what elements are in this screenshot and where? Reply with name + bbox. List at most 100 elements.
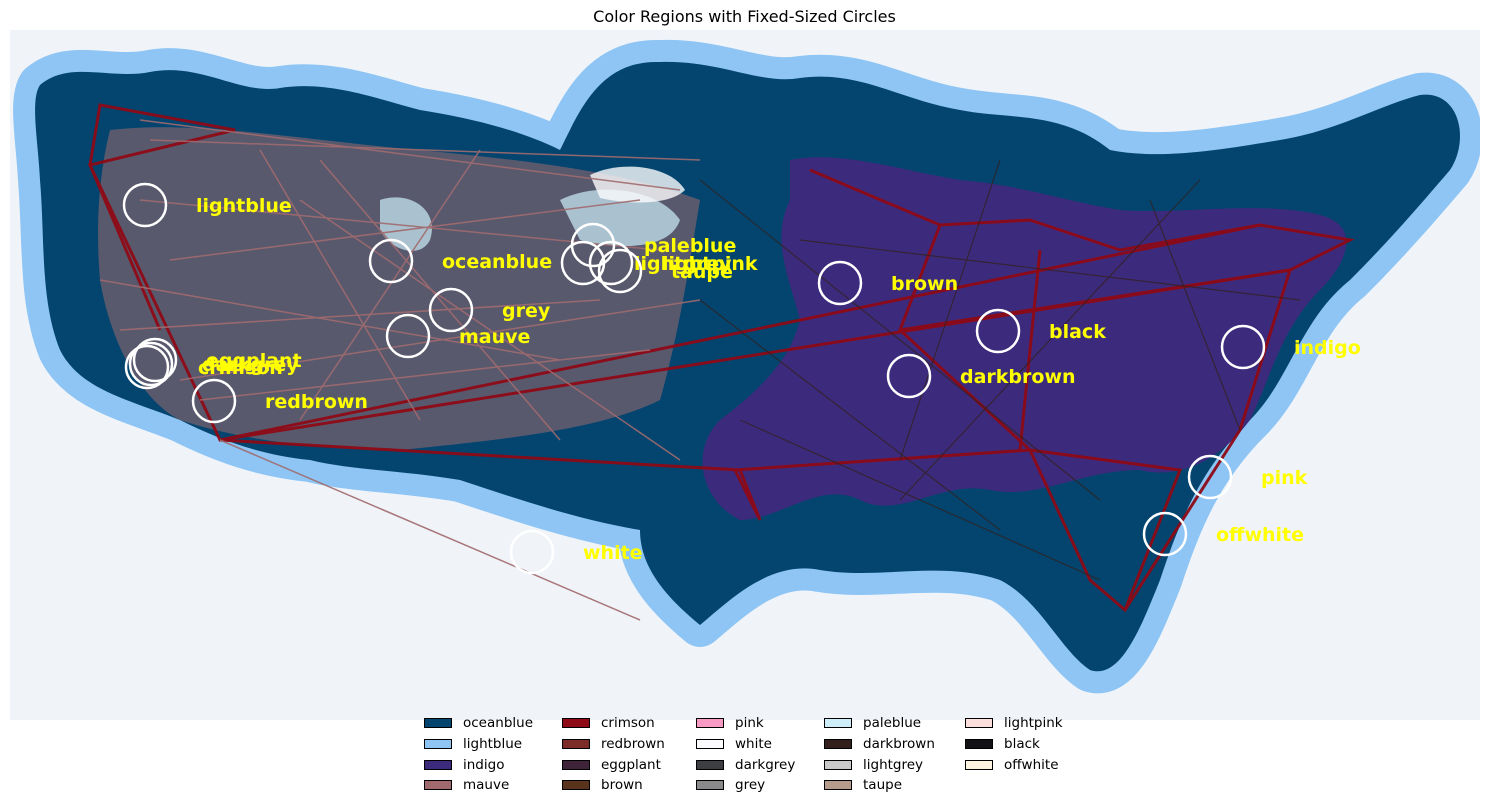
legend-item-paleblue: paleblue [824,713,935,734]
legend-swatch [424,718,452,729]
legend-item-lightpink: lightpink [965,713,1063,734]
circle-label-paleblue: paleblue [644,235,736,257]
circle-label-offwhite: offwhite [1216,524,1304,546]
circle-marker-oceanblue [368,238,414,284]
legend-item-oceanblue: oceanblue [424,713,533,734]
circle-marker-pink [1187,454,1233,500]
legend-label: grey [735,777,766,794]
crimson-network [87,103,1355,613]
legend-swatch [824,739,852,750]
legend-label: white [735,736,772,753]
circle-label-lightgrey: lightgrey [634,253,732,275]
legend-swatch [824,759,852,770]
circle-marker-darkgrey [128,341,174,387]
legend-swatch [824,780,852,791]
circle-label-white: white [583,542,643,564]
legend-label: offwhite [1004,756,1059,773]
circle-marker-eggplant [132,337,178,383]
circle-marker-lightblue [122,182,168,228]
circles-layer: lightblue oceanblue palebluelightgreylight… [122,182,1361,575]
legend-item-white: white [696,734,795,755]
legend-label: eggplant [601,756,661,773]
circle-marker-black [975,308,1021,354]
legend-item-lightblue: lightblue [424,734,533,755]
legend-swatch [562,718,590,729]
legend-swatch [562,739,590,750]
circle-marker-mauve [385,313,431,359]
circle-marker-indigo [1220,324,1266,370]
legend-column: pink white darkgrey grey [696,713,795,796]
legend-label: oceanblue [463,715,533,732]
legend-item-darkbrown: darkbrown [824,734,935,755]
legend-swatch [824,718,852,729]
circle-marker-white [509,529,555,575]
circle-label-grey: grey [502,300,551,322]
circle-marker-crimson [124,344,170,390]
circle-label-darkbrown: darkbrown [960,366,1076,388]
legend-swatch [562,759,590,770]
circle-label-black: black [1049,321,1106,343]
legend-swatch [965,739,993,750]
legend-swatch [696,739,724,750]
legend-swatch [965,718,993,729]
legend-column: lightpink black offwhite [965,713,1063,775]
legend-item-taupe: taupe [824,775,935,796]
legend-item-crimson: crimson [562,713,665,734]
legend-label: indigo [463,756,505,773]
legend-swatch [696,759,724,770]
circle-label-oceanblue: oceanblue [442,251,552,273]
circle-marker-darkbrown [886,353,932,399]
legend-swatch [965,759,993,770]
legend-item-mauve: mauve [424,775,533,796]
legend-label: crimson [601,715,655,732]
circle-label-indigo: indigo [1294,337,1361,359]
legend-column: oceanblue lightblue indigo mauve [424,713,533,796]
legend-item-grey: grey [696,775,795,796]
circle-label-crimson: crimson [198,357,283,379]
legend-item-brown: brown [562,775,665,796]
legend-item-black: black [965,734,1063,755]
chart-title: Color Regions with Fixed-Sized Circles [593,7,896,26]
legend-label: taupe [863,777,902,794]
circle-label-lightpink: lightpink [662,253,758,275]
circle-marker-redbrown [191,378,237,424]
legend-item-indigo: indigo [424,754,533,775]
legend-label: paleblue [863,715,922,732]
legend-label: black [1004,736,1040,753]
legend-label: darkbrown [863,736,935,753]
legend-swatch [696,780,724,791]
legend-item-darkgrey: darkgrey [696,754,795,775]
legend-label: lightblue [463,736,523,753]
legend-column: crimson redbrown eggplant brown [562,713,665,796]
circle-marker-brown [817,260,863,306]
legend-item-redbrown: redbrown [562,734,665,755]
legend-swatch [424,759,452,770]
legend-item-offwhite: offwhite [965,754,1063,775]
mauve-lines [99,119,701,621]
legend-item-eggplant: eggplant [562,754,665,775]
legend-label: lightpink [1004,715,1063,732]
circle-label-mauve: mauve [459,326,530,348]
legend-item-pink: pink [696,713,795,734]
circle-label-brown: brown [891,273,958,295]
legend-item-lightgrey: lightgrey [824,754,935,775]
legend-label: darkgrey [735,756,796,773]
circle-label-darkgrey: darkgrey [202,354,299,376]
circle-marker-lightpink [588,240,634,286]
legend-swatch [562,780,590,791]
circle-marker-grey [428,287,474,333]
circle-label-pink: pink [1261,467,1308,489]
legend-column: paleblue darkbrown lightgrey taupe [824,713,935,796]
legend-swatch [424,780,452,791]
circle-marker-offwhite [1142,511,1188,557]
circle-label-taupe: taupe [671,261,733,283]
legend-label: pink [735,715,764,732]
dark-lines [699,159,1301,581]
legend-label: redbrown [601,736,665,753]
circle-label-lightblue: lightblue [196,195,292,217]
legend-label: brown [601,777,643,794]
legend: oceanblue lightblue indigo mauve crimson redb… [424,713,1104,793]
legend-swatch [424,739,452,750]
circle-label-eggplant: eggplant [206,350,302,372]
